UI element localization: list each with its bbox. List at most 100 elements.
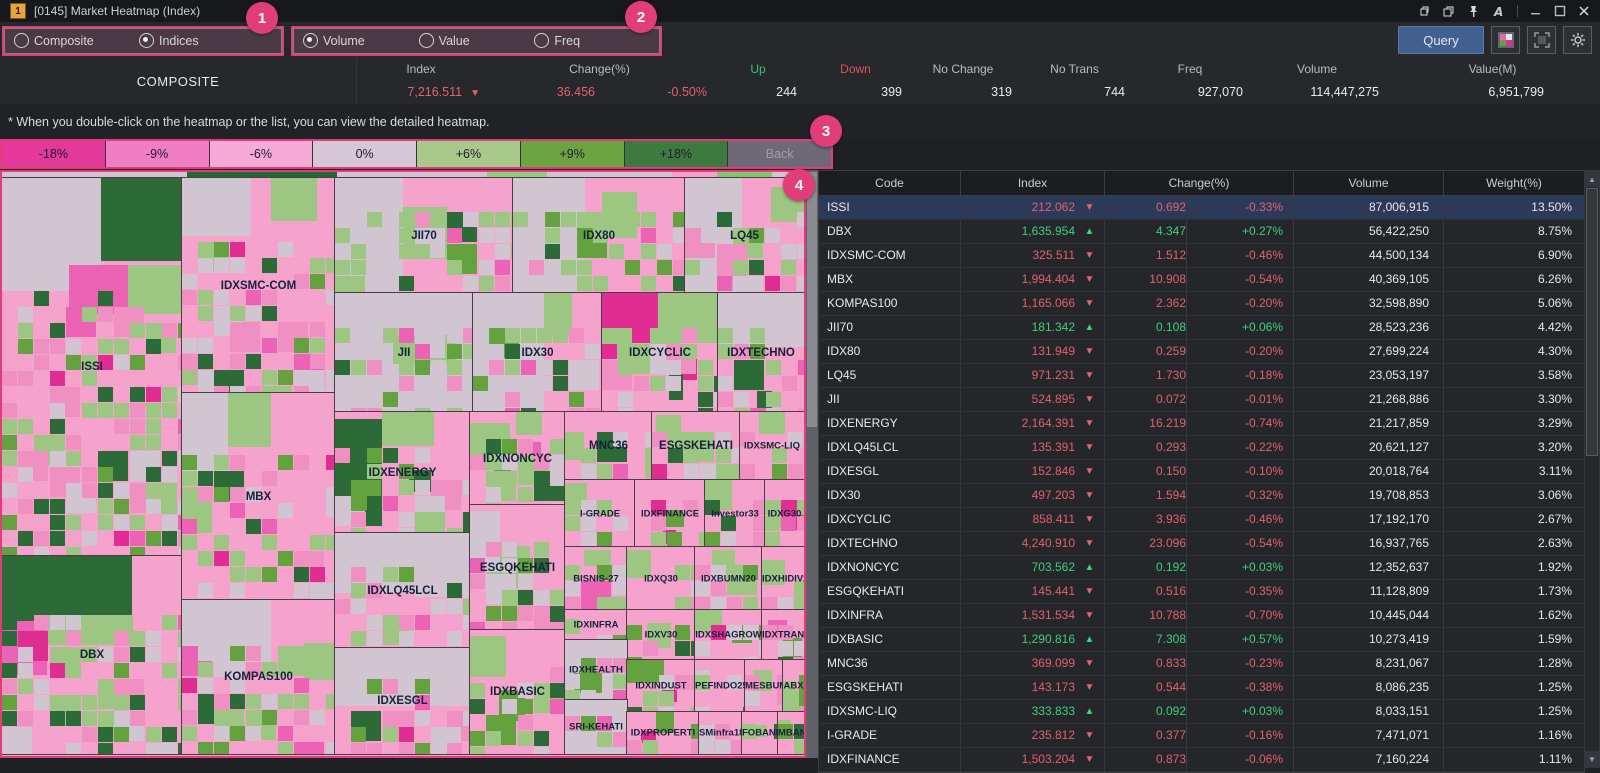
heatmap-region-IDXBUMN20[interactable]: IDXBUMN20 (695, 547, 762, 610)
table-row-IDX30[interactable]: IDX30 497.203 ▼ 1.594 -0.32% 19,708,853 3.06% (819, 484, 1584, 508)
heatmap-scrollbar[interactable] (806, 170, 818, 758)
table-row-MNC36[interactable]: MNC36 369.099 ▼ 0.833 -0.23% 8,231,067 1.28% (819, 652, 1584, 676)
table-row-JII[interactable]: JII 524.895 ▼ 0.072 -0.01% 21,268,886 3.30% (819, 388, 1584, 412)
heatmap-region-IDXPROPERTI[interactable]: IDXPROPERTI (627, 712, 699, 754)
radio-value[interactable]: Value (418, 33, 535, 48)
heatmap-region-IDXG30[interactable]: IDXG30 (765, 480, 804, 547)
duplicate-icon[interactable] (1442, 5, 1455, 18)
table-row-IDXCYCLIC[interactable]: IDXCYCLIC 858.411 ▼ 3.936 -0.46% 17,192,170 2.… (819, 508, 1584, 532)
table-row-LQ45[interactable]: LQ45 971.231 ▼ 1.730 -0.18% 23,053,197 3.58% (819, 364, 1584, 388)
col-header-weight[interactable]: Weight(%) (1486, 176, 1542, 190)
heatmap-style-icon[interactable] (1491, 26, 1520, 54)
table-row-ESGSKEHATI[interactable]: ESGSKEHATI 143.173 ▼ 0.544 -0.38% 8,086,235 1.… (819, 676, 1584, 700)
table-row-ISSI[interactable]: ISSI 212.062 ▼ 0.692 -0.33% 87,006,915 13.50% (819, 196, 1584, 220)
table-row-IDXTECHNO[interactable]: IDXTECHNO 4,240.910 ▼ 23.096 -0.54% 16,937,76… (819, 532, 1584, 556)
table-row-IDXENERGY[interactable]: IDXENERGY 2,164.391 ▼ 16.219 -0.74% 21,217,85… (819, 412, 1584, 436)
heatmap-region-IDXSMC-LIQ[interactable]: IDXSMC-LIQ (740, 412, 804, 480)
heatmap-region-IDX30[interactable]: IDX30 (473, 293, 602, 412)
heatmap-region-MNC36[interactable]: MNC36 (565, 412, 652, 480)
col-header-change[interactable]: Change(%) (1105, 171, 1294, 195)
col-header-index[interactable]: Index (961, 171, 1105, 195)
pin-icon[interactable] (1467, 5, 1480, 18)
heatmap-region-JII70[interactable]: JII70 (335, 178, 513, 293)
heatmap-region-MESBUMN[interactable]: MESBUMN (745, 660, 783, 712)
heatmap-region-Investor33[interactable]: Investor33 (705, 480, 765, 547)
maximize-icon[interactable] (1554, 5, 1566, 17)
close-icon[interactable] (1578, 5, 1590, 17)
radio-button-icon[interactable] (534, 33, 550, 48)
heatmap-region-IDXINFRA[interactable]: IDXINFRA (565, 610, 627, 640)
back-button[interactable]: Back (728, 141, 831, 167)
table-row-MBX[interactable]: MBX 1,994.404 ▼ 10.908 -0.54% 40,369,105 6.26% (819, 268, 1584, 292)
radio-button-icon[interactable] (303, 33, 318, 48)
scroll-up-icon[interactable]: ▲ (1585, 171, 1599, 187)
table-scrollbar-thumb[interactable] (1586, 188, 1598, 456)
scroll-down-icon[interactable]: ▼ (1585, 751, 1599, 767)
heatmap-region-IDXV30[interactable]: IDXV30 (627, 610, 695, 660)
heatmap-region-ISSI[interactable]: ISSI (2, 178, 182, 556)
heatmap-region-MBAN[interactable]: MBAN (778, 712, 804, 754)
table-row-KOMPAS100[interactable]: KOMPAS100 1,165.066 ▼ 2.362 -0.20% 32,598,890… (819, 292, 1584, 316)
heatmap-region-IDX80[interactable]: IDX80 (513, 178, 685, 293)
heatmap-region-JII[interactable]: JII (335, 293, 473, 412)
table-row-IDXESGL[interactable]: IDXESGL 152.846 ▼ 0.150 -0.10% 20,018,764 3.11… (819, 460, 1584, 484)
table-scrollbar[interactable]: ▲ ▼ (1584, 170, 1600, 768)
heatmap-region-SMinfra18[interactable]: SMinfra18 (699, 712, 742, 754)
heatmap-region-LQ45[interactable]: LQ45 (685, 178, 804, 293)
table-row-IDXNONCYC[interactable]: IDXNONCYC 703.562 ▲ 0.192 +0.03% 12,352,637 1.… (819, 556, 1584, 580)
settings-gear-icon[interactable] (1563, 26, 1592, 54)
restore-down-icon[interactable] (1417, 5, 1430, 18)
heatmap-region-IDXTECHNO[interactable]: IDXTECHNO (718, 293, 804, 412)
col-header-code[interactable]: Code (819, 171, 961, 195)
heatmap-region-IDXFINANCE[interactable]: IDXFINANCE (635, 480, 705, 547)
table-row-ESGQKEHATI[interactable]: ESGQKEHATI 145.441 ▼ 0.516 -0.35% 11,128,809 1… (819, 580, 1584, 604)
market-heatmap-treemap[interactable]: ISSI DBX IDXSMC-COM MBX KOMPAS100 JII70 IDX80 L… (0, 170, 806, 758)
radio-volume[interactable]: Volume (303, 33, 419, 48)
table-row-IDXSMC-LIQ[interactable]: IDXSMC-LIQ 333.833 ▲ 0.092 +0.03% 8,033,151 1.… (819, 700, 1584, 724)
heatmap-region-SRI-KEHATI[interactable]: SRI-KEHATI (565, 700, 627, 754)
radio-freq[interactable]: Freq (534, 33, 650, 48)
table-row-JII70[interactable]: JII70 181.342 ▲ 0.108 +0.06% 28,523,236 4.42% (819, 316, 1584, 340)
font-icon[interactable]: A (1492, 5, 1505, 18)
heatmap-region-IDXNONCYC[interactable]: IDXNONCYC (470, 412, 565, 505)
heatmap-region-DBX[interactable]: DBX (2, 556, 182, 754)
heatmap-region-BISNIS-27[interactable]: BISNIS-27 (565, 547, 627, 610)
table-row-I-GRADE[interactable]: I-GRADE 235.812 ▼ 0.377 -0.16% 7,471,071 1.16% (819, 724, 1584, 748)
heatmap-region-IDXHEALTH[interactable]: IDXHEALTH (565, 640, 627, 700)
table-row-DBX[interactable]: DBX 1,635.954 ▲ 4.347 +0.27% 56,422,250 8.75% (819, 220, 1584, 244)
minimize-icon[interactable] (1530, 5, 1542, 17)
table-row-IDXBASIC[interactable]: IDXBASIC 1,290.816 ▲ 7.308 +0.57% 10,273,419 1… (819, 628, 1584, 652)
heatmap-region-MBX[interactable]: MBX (182, 393, 335, 600)
heatmap-region-KOMPAS100[interactable]: KOMPAS100 (182, 600, 335, 754)
heatmap-region-PEFINDO25[interactable]: PEFINDO25 (695, 660, 745, 712)
radio-button-icon[interactable] (14, 33, 29, 48)
heatmap-region-ESGQKEHATI[interactable]: ESGQKEHATI (470, 505, 565, 630)
heatmap-region-IDXBASIC[interactable]: IDXBASIC (470, 630, 565, 754)
heatmap-region-ABX[interactable]: ABX (783, 660, 804, 712)
col-header-volume[interactable]: Volume (1294, 171, 1444, 195)
heatmap-scrollbar-thumb[interactable] (807, 172, 817, 427)
fit-screen-icon[interactable] (1527, 26, 1556, 54)
heatmap-region-IDXINDUST[interactable]: IDXINDUST (627, 660, 695, 712)
heatmap-region-I-GRADE[interactable]: I-GRADE (565, 480, 635, 547)
table-row-IDX80[interactable]: IDX80 131.949 ▼ 0.259 -0.20% 27,699,224 4.30% (819, 340, 1584, 364)
table-row-IDXINFRA[interactable]: IDXINFRA 1,531.534 ▼ 10.788 -0.70% 10,445,044… (819, 604, 1584, 628)
table-row-IDXFINANCE[interactable]: IDXFINANCE 1,503.204 ▼ 0.873 -0.06% 7,160,224… (819, 748, 1584, 772)
heatmap-region-IDXCYCLIC[interactable]: IDXCYCLIC (602, 293, 718, 412)
heatmap-region-IDXLQ45LCL[interactable]: IDXLQ45LCL (335, 533, 470, 648)
radio-button-icon[interactable] (139, 33, 154, 48)
heatmap-region-FOBANK[interactable]: FOBANK (742, 712, 778, 754)
heatmap-region-IDXENERGY[interactable]: IDXENERGY (335, 412, 470, 533)
radio-indices[interactable]: Indices (139, 33, 264, 48)
heatmap-region-IDXTRANS[interactable]: IDXTRANS (762, 610, 804, 660)
heatmap-region-IDXSHAGROW[interactable]: IDXSHAGROW (695, 610, 762, 660)
heatmap-region-IDXHIDIV20[interactable]: IDXHIDIV20 (762, 547, 804, 610)
heatmap-region-IDXESGL[interactable]: IDXESGL (335, 648, 470, 754)
radio-composite[interactable]: Composite (14, 33, 139, 48)
heatmap-region-IDXQ30[interactable]: IDXQ30 (627, 547, 695, 610)
query-button[interactable]: Query (1398, 26, 1484, 54)
table-row-IDXLQ45LCL[interactable]: IDXLQ45LCL 135.391 ▼ 0.293 -0.22% 20,621,127 3… (819, 436, 1584, 460)
heatmap-region-ESGSKEHATI[interactable]: ESGSKEHATI (652, 412, 740, 480)
radio-button-icon[interactable] (418, 33, 434, 48)
heatmap-region-IDXSMC-COM[interactable]: IDXSMC-COM (182, 178, 335, 393)
